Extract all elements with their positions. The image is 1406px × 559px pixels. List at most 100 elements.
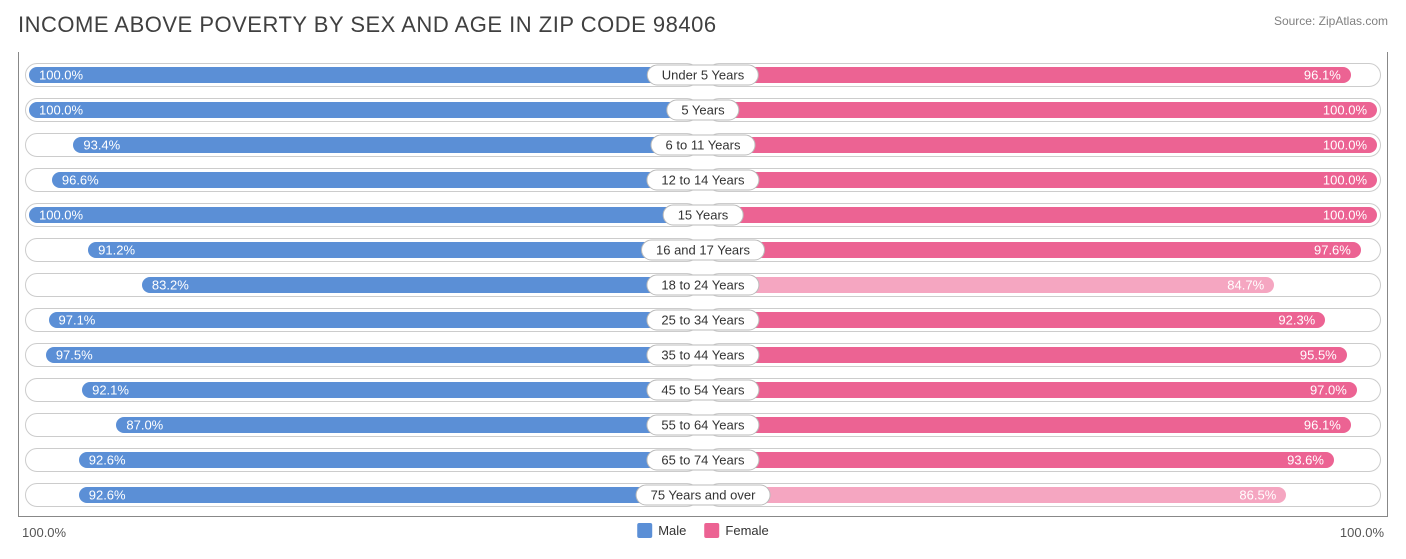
bar-track-female: 96.1% [707,413,1381,437]
bar-track-male: 93.4% [25,133,699,157]
legend: Male Female [637,523,769,538]
bar-female: 92.3% [711,312,1325,328]
bar-value-male: 91.2% [98,243,135,258]
chart-row: 92.6% 93.6% 65 to 74 Years [25,444,1381,476]
chart-row: 87.0% 96.1% 55 to 64 Years [25,409,1381,441]
category-label: 5 Years [666,100,739,121]
category-label: 25 to 34 Years [646,310,759,331]
bar-track-male: 100.0% [25,203,699,227]
bar-value-female: 100.0% [1323,103,1367,118]
header: INCOME ABOVE POVERTY BY SEX AND AGE IN Z… [18,12,1388,38]
bar-male: 92.6% [79,452,695,468]
legend-swatch-female [704,523,719,538]
category-label: Under 5 Years [647,65,759,86]
chart-title: INCOME ABOVE POVERTY BY SEX AND AGE IN Z… [18,12,717,38]
chart-row: 96.6%100.0%12 to 14 Years [25,164,1381,196]
diverging-bar-chart: 100.0% 96.1% Under 5 Years 100.0% 100.0% 5 Ye… [18,52,1388,517]
bar-value-female: 86.5% [1239,488,1276,503]
bar-track-male: 83.2% [25,273,699,297]
chart-row: 83.2%84.7%18 to 24 Years [25,269,1381,301]
bar-female: 96.1% [711,67,1351,83]
bar-track-female: 97.6% [707,238,1381,262]
axis-label-left: 100.0% [22,525,66,540]
bar-value-female: 95.5% [1300,348,1337,363]
chart-source: Source: ZipAtlas.com [1274,14,1388,28]
legend-label-female: Female [725,523,768,538]
bar-track-male: 100.0% [25,63,699,87]
bar-value-female: 93.6% [1287,453,1324,468]
category-label: 65 to 74 Years [646,450,759,471]
bar-track-male: 100.0% [25,98,699,122]
bar-value-female: 97.0% [1310,383,1347,398]
bar-male: 100.0% [29,102,695,118]
bar-value-male: 100.0% [39,103,83,118]
bar-track-female: 95.5% [707,343,1381,367]
category-label: 6 to 11 Years [651,135,756,156]
bar-track-female: 97.0% [707,378,1381,402]
bar-value-male: 100.0% [39,208,83,223]
bar-female: 100.0% [711,207,1377,223]
category-label: 45 to 54 Years [646,380,759,401]
bar-female: 93.6% [711,452,1334,468]
bar-female: 86.5% [711,487,1286,503]
bar-female: 97.0% [711,382,1357,398]
bar-male: 100.0% [29,67,695,83]
category-label: 55 to 64 Years [646,415,759,436]
legend-swatch-male [637,523,652,538]
bar-value-male: 97.1% [59,313,96,328]
bar-value-male: 87.0% [126,418,163,433]
bar-value-male: 83.2% [152,278,189,293]
chart-row: 97.5% 95.5% 35 to 44 Years [25,339,1381,371]
bar-value-male: 92.6% [89,453,126,468]
chart-row: 93.4% 100.0% 6 to 11 Years [25,129,1381,161]
bar-track-female: 100.0% [707,133,1381,157]
bar-female: 97.6% [711,242,1361,258]
bar-female: 95.5% [711,347,1347,363]
category-label: 35 to 44 Years [646,345,759,366]
bar-track-male: 92.6% [25,483,699,507]
category-label: 15 Years [663,205,744,226]
bar-value-female: 96.1% [1304,418,1341,433]
bar-track-female: 100.0% [707,98,1381,122]
legend-label-male: Male [658,523,686,538]
bar-male: 87.0% [116,417,695,433]
bar-value-female: 100.0% [1323,173,1367,188]
bar-male: 93.4% [73,137,695,153]
bar-value-female: 100.0% [1323,208,1367,223]
bar-male: 92.6% [79,487,695,503]
bar-value-female: 96.1% [1304,68,1341,83]
chart-row: 91.2% 97.6%16 and 17 Years [25,234,1381,266]
bar-female: 96.1% [711,417,1351,433]
bar-track-female: 92.3% [707,308,1381,332]
bar-track-female: 100.0% [707,168,1381,192]
bar-value-male: 100.0% [39,68,83,83]
bar-value-male: 97.5% [56,348,93,363]
bar-male: 91.2% [88,242,695,258]
chart-row: 100.0% 100.0% 15 Years [25,199,1381,231]
bar-value-female: 100.0% [1323,138,1367,153]
bar-female: 100.0% [711,102,1377,118]
bar-male: 92.1% [82,382,695,398]
bar-track-male: 96.6% [25,168,699,192]
legend-item-female: Female [704,523,768,538]
bar-value-male: 93.4% [83,138,120,153]
bar-track-female: 93.6% [707,448,1381,472]
bar-track-male: 92.1% [25,378,699,402]
chart-row: 92.6%86.5%75 Years and over [25,479,1381,511]
legend-item-male: Male [637,523,686,538]
axis-label-right: 100.0% [1340,525,1384,540]
category-label: 16 and 17 Years [641,240,765,261]
bar-female: 100.0% [711,172,1377,188]
bar-male: 100.0% [29,207,695,223]
bar-value-female: 92.3% [1278,313,1315,328]
chart-footer: 100.0% Male Female 100.0% [18,523,1388,545]
bar-track-female: 100.0% [707,203,1381,227]
bar-track-male: 97.1% [25,308,699,332]
bar-female: 84.7% [711,277,1274,293]
bar-male: 96.6% [52,172,695,188]
bar-track-female: 96.1% [707,63,1381,87]
bar-male: 97.5% [46,347,695,363]
bar-value-male: 96.6% [62,173,99,188]
bar-female: 100.0% [711,137,1377,153]
bar-track-male: 91.2% [25,238,699,262]
